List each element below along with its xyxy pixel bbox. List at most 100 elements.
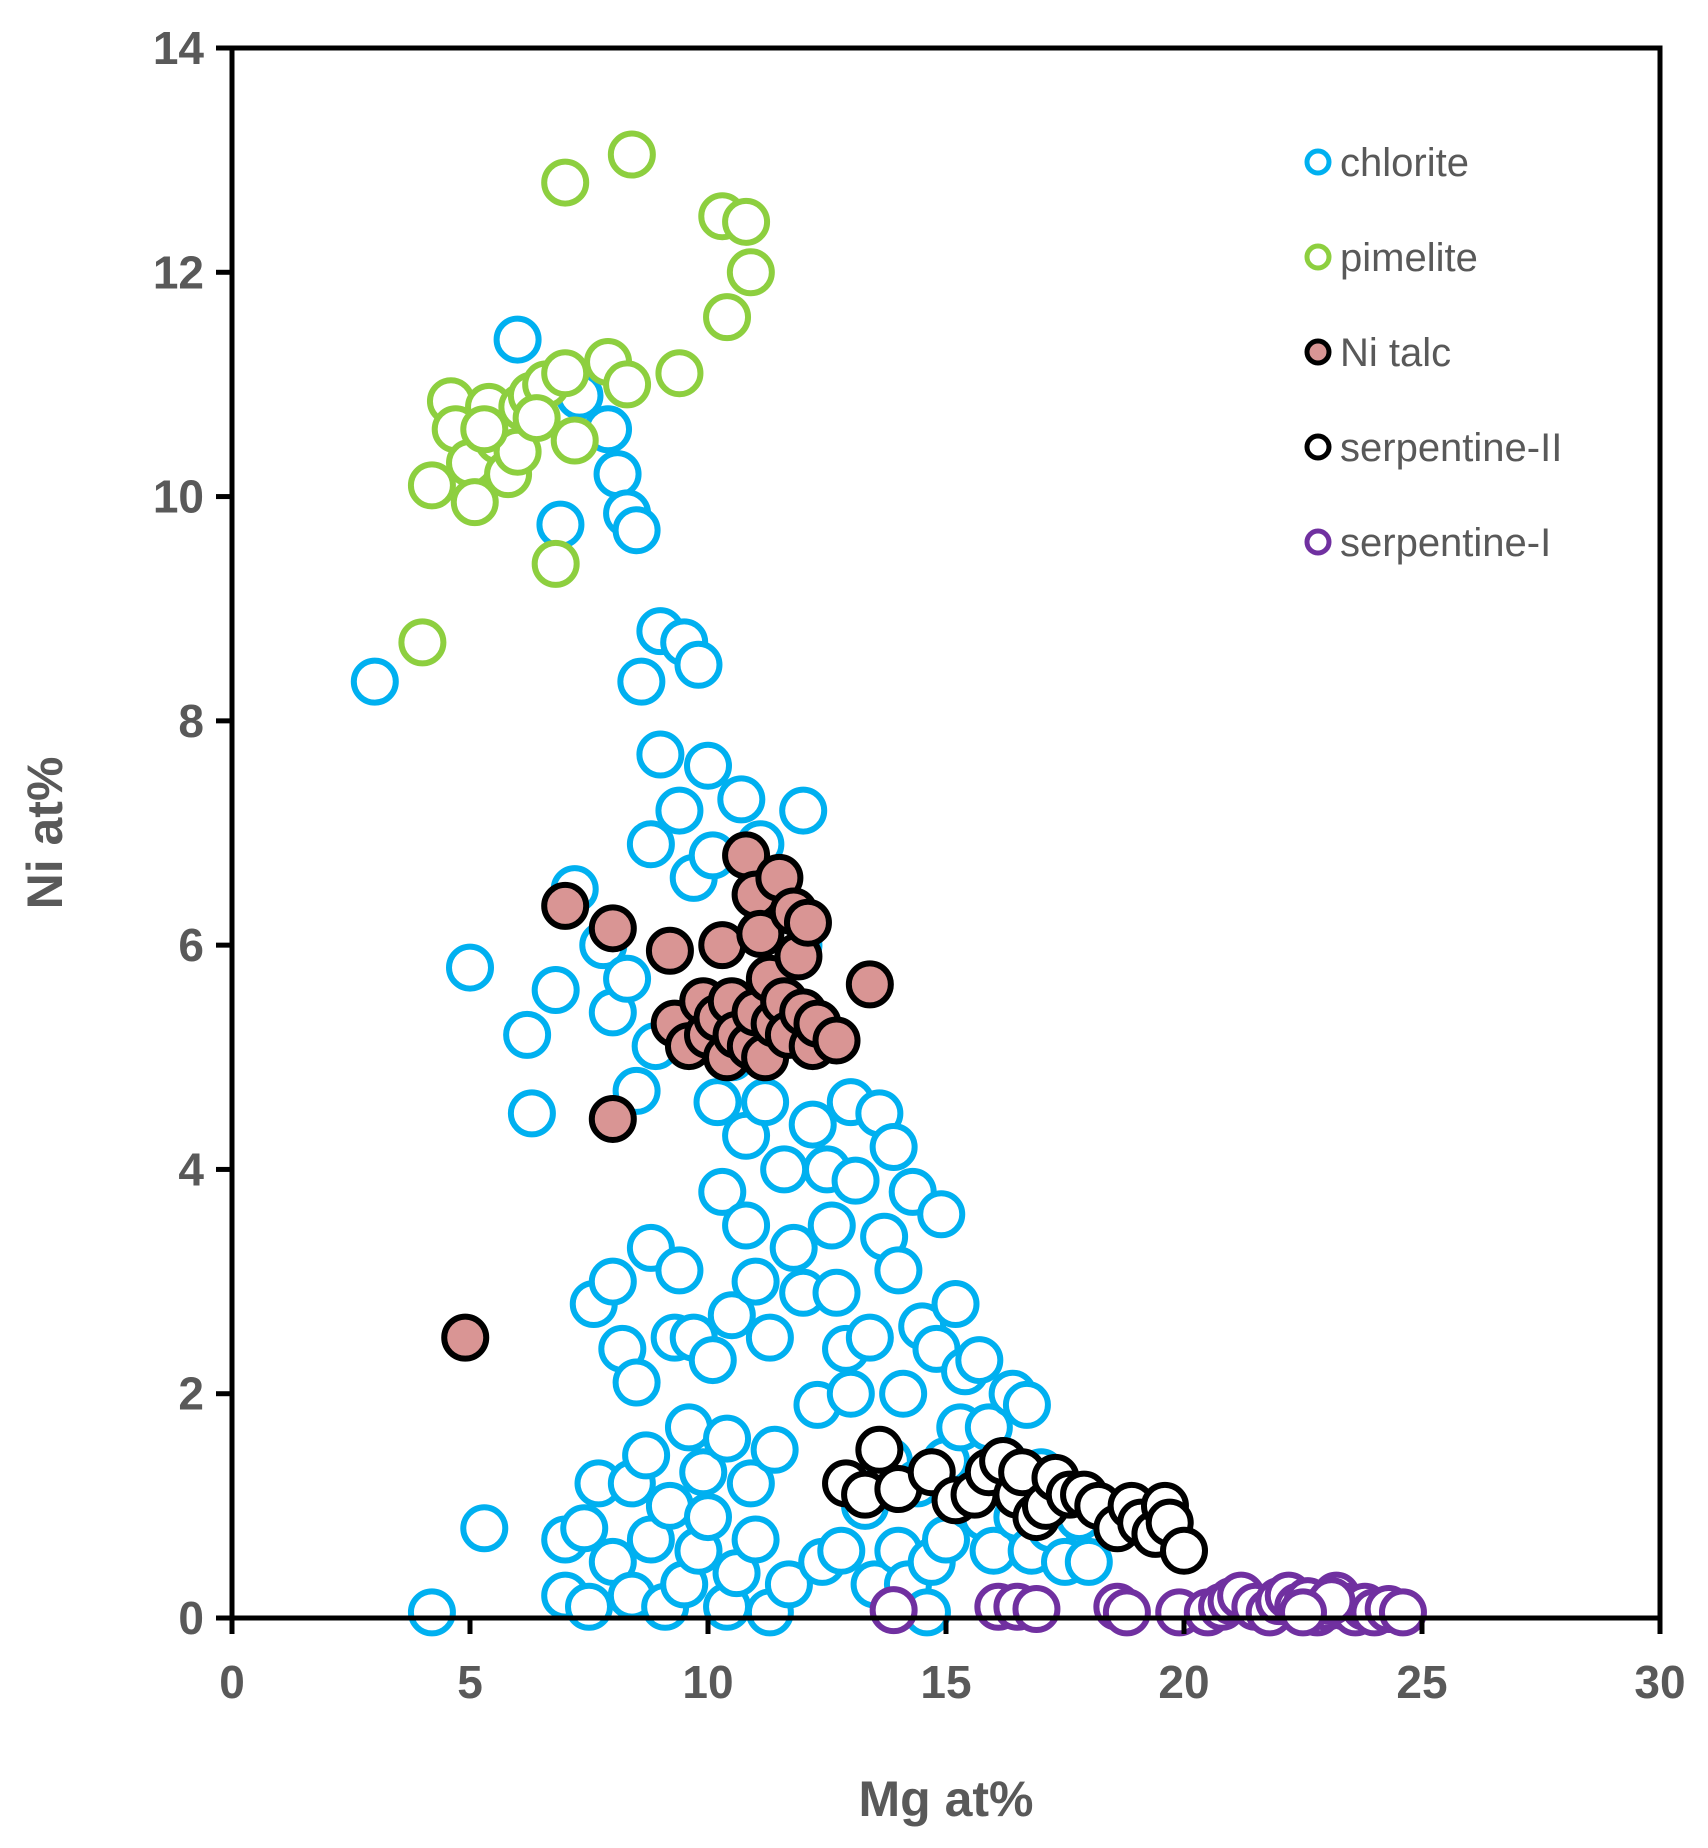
axis-ticks: 0 5 10 15 20 25 30 0 2 4 6 8 10 12 14 — [153, 22, 1686, 1708]
data-point — [726, 1459, 775, 1508]
legend-marker — [1304, 528, 1332, 556]
data-point — [807, 1201, 856, 1250]
data-point — [588, 1094, 637, 1143]
data-point — [722, 1201, 771, 1250]
data-point — [812, 1268, 861, 1317]
data-point — [731, 1515, 780, 1564]
data-point — [565, 1582, 613, 1631]
data-point — [603, 954, 652, 1003]
data-point — [764, 1560, 813, 1609]
data-point — [874, 1246, 923, 1295]
data-point — [1012, 1585, 1061, 1634]
y-tick-label: 12 — [153, 246, 204, 298]
data-point — [693, 1078, 742, 1127]
data-point — [503, 1010, 552, 1059]
data-point — [588, 904, 637, 953]
y-tick-label: 14 — [153, 22, 205, 74]
data-point — [493, 315, 542, 364]
data-point — [1002, 1380, 1051, 1429]
series-pimelite — [398, 130, 775, 667]
data-point — [350, 657, 399, 706]
data-point — [441, 1313, 490, 1362]
data-point — [593, 450, 642, 499]
legend-label: pimelite — [1340, 236, 1478, 280]
data-point — [684, 741, 732, 790]
data-point — [531, 966, 580, 1014]
data-point — [636, 730, 685, 779]
data-point — [674, 640, 723, 689]
data-point — [726, 248, 775, 297]
legend-marker — [1304, 433, 1332, 461]
data-point — [507, 1089, 556, 1138]
data-point — [622, 1431, 671, 1480]
data-point — [917, 1190, 966, 1239]
data-point — [607, 130, 656, 179]
data-point — [536, 500, 585, 549]
data-point — [750, 1425, 799, 1474]
data-point — [845, 1313, 894, 1362]
data-point — [1064, 1537, 1113, 1586]
legend-marker — [1304, 243, 1332, 271]
series-serpentine-i — [869, 1571, 1427, 1637]
legend-label: chlorite — [1340, 141, 1469, 185]
data-point — [688, 1336, 737, 1385]
data-point — [707, 1291, 756, 1340]
y-tick-label: 4 — [178, 1143, 204, 1195]
y-tick-label: 0 — [178, 1592, 204, 1644]
data-point — [722, 197, 771, 246]
data-point — [603, 360, 652, 409]
data-point — [655, 349, 704, 398]
data-point — [703, 1414, 752, 1463]
data-point — [845, 960, 894, 1009]
data-point — [612, 1358, 661, 1407]
data-point — [541, 349, 590, 398]
data-point — [1160, 1526, 1208, 1575]
data-point — [955, 1336, 1004, 1385]
legend-marker — [1304, 148, 1332, 176]
x-tick-label: 10 — [682, 1656, 733, 1708]
data-point — [626, 820, 675, 869]
data-point — [869, 1586, 918, 1635]
data-point — [831, 1156, 880, 1205]
data-point — [741, 1078, 790, 1127]
legend: chlorite pimelite Ni talc serpentine-II serp… — [1304, 141, 1562, 565]
y-axis-title: Ni at% — [17, 757, 73, 910]
data-point — [817, 1526, 866, 1575]
legend-label: serpentine-II — [1340, 426, 1562, 470]
legend-label: Ni talc — [1340, 331, 1451, 375]
x-tick-label: 25 — [1396, 1656, 1447, 1708]
data-point — [1102, 1588, 1151, 1637]
data-point — [655, 786, 704, 835]
data-point — [550, 416, 599, 465]
data-point — [655, 1246, 704, 1295]
series-ni-talc — [441, 831, 894, 1362]
data-point — [450, 478, 499, 527]
data-point — [645, 926, 694, 975]
data-point — [698, 1167, 747, 1216]
y-tick-label: 10 — [153, 471, 204, 523]
data-point — [736, 909, 785, 958]
data-point — [679, 1448, 728, 1497]
legend-label: serpentine-I — [1340, 521, 1551, 565]
x-tick-label: 30 — [1634, 1656, 1685, 1708]
data-point — [855, 1425, 904, 1474]
data-point — [512, 394, 561, 443]
y-tick-label: 8 — [178, 695, 204, 747]
x-axis-title: Mg at% — [859, 1771, 1034, 1827]
x-tick-label: 15 — [920, 1656, 971, 1708]
data-point — [745, 1313, 794, 1362]
data-point — [612, 506, 661, 555]
x-tick-label: 5 — [457, 1656, 483, 1708]
data-point — [869, 1123, 918, 1171]
y-tick-label: 6 — [178, 919, 204, 971]
data-point — [703, 293, 752, 342]
data-point — [460, 1504, 509, 1553]
data-point — [760, 1145, 809, 1194]
series-serpentine-ii — [822, 1425, 1208, 1575]
data-point — [826, 1369, 875, 1418]
legend-marker — [1304, 338, 1332, 366]
y-tick-label: 2 — [178, 1368, 204, 1420]
data-point — [617, 657, 666, 706]
data-point — [531, 539, 580, 588]
data-point — [684, 1493, 732, 1542]
